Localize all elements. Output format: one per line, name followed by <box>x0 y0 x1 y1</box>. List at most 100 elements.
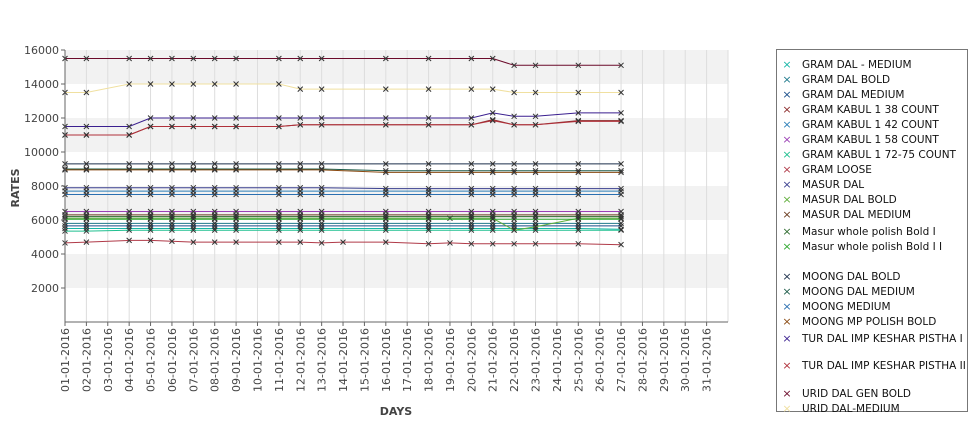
data-point <box>575 216 582 223</box>
data-point <box>575 240 582 247</box>
data-point <box>211 166 218 173</box>
x-tick-label: 15-01-2016 <box>358 328 371 392</box>
y-tick-label: 2000 <box>31 282 59 295</box>
legend-label: GRAM KABUL 1 42 COUNT <box>802 119 939 131</box>
x-tick-label: 29-01-2016 <box>658 328 671 392</box>
x-tick-label: 08-01-2016 <box>209 328 222 392</box>
data-point <box>575 223 582 229</box>
data-point <box>468 227 475 234</box>
x-tick-label: 22-01-2016 <box>508 328 521 392</box>
data-point <box>468 86 475 92</box>
legend-label: GRAM KABUL 1 58 COUNT <box>802 134 939 146</box>
data-point <box>126 161 133 167</box>
legend-marker: × <box>782 208 792 221</box>
data-point <box>83 239 90 245</box>
data-point <box>318 55 325 62</box>
data-point <box>468 220 475 227</box>
data-point <box>211 239 218 245</box>
data-point <box>126 213 133 220</box>
data-point <box>83 223 90 229</box>
data-point <box>425 220 432 227</box>
x-tick-label: 18-01-2016 <box>423 328 436 392</box>
data-point <box>618 62 624 69</box>
data-point <box>169 166 175 173</box>
data-point <box>83 184 90 191</box>
data-point <box>618 169 624 176</box>
data-point <box>532 223 539 229</box>
data-point <box>618 241 624 248</box>
data-point <box>618 118 624 125</box>
data-point <box>276 216 282 223</box>
legend-label: Masur whole polish Bold I I <box>802 241 943 253</box>
data-point <box>211 191 218 198</box>
grid-band <box>65 118 728 152</box>
data-point <box>276 123 282 130</box>
legend-marker: × <box>782 133 792 146</box>
x-tick-label: 23-01-2016 <box>530 328 543 392</box>
y-tick-label: 16000 <box>24 44 59 57</box>
x-tick-label: 20-01-2016 <box>465 328 478 392</box>
legend-marker: × <box>782 315 792 328</box>
data-point <box>318 115 325 121</box>
data-point <box>489 220 496 227</box>
legend-marker: × <box>782 300 792 313</box>
grid-band <box>65 254 728 288</box>
data-point <box>618 185 624 192</box>
x-tick-label: 28-01-2016 <box>636 328 649 392</box>
legend-marker: × <box>782 387 792 400</box>
data-point <box>126 123 133 130</box>
x-axis-label: DAYS <box>380 405 413 418</box>
data-point <box>318 213 325 220</box>
data-point <box>511 216 517 223</box>
x-tick-label: 02-01-2016 <box>80 328 93 392</box>
series-line <box>65 217 622 231</box>
data-point <box>511 161 517 167</box>
data-point <box>318 121 325 128</box>
data-point <box>489 213 496 220</box>
data-point <box>147 123 154 130</box>
data-point <box>382 239 389 245</box>
data-point <box>211 216 218 223</box>
data-point <box>211 115 218 121</box>
data-point <box>532 161 539 167</box>
data-point <box>425 121 432 128</box>
data-point <box>511 240 517 247</box>
data-point <box>318 184 325 191</box>
data-point <box>169 238 175 245</box>
data-point <box>147 237 154 244</box>
data-point <box>297 166 304 172</box>
data-point <box>211 213 218 220</box>
data-point <box>511 227 517 234</box>
data-point <box>468 169 475 176</box>
legend-label: URID DAL-MEDIUM <box>802 403 900 415</box>
data-point <box>233 161 239 167</box>
data-point <box>575 161 582 167</box>
data-point <box>447 240 453 246</box>
data-point <box>126 220 133 227</box>
data-point <box>575 117 582 124</box>
data-point <box>489 86 496 92</box>
data-point <box>382 227 389 234</box>
data-point <box>511 223 517 229</box>
data-point <box>276 55 282 62</box>
legend-marker: × <box>782 332 792 345</box>
x-tick-labels: 01-01-2016 02-01-2016 03-01-2016 04-01-2016… <box>59 322 714 392</box>
data-point <box>169 191 175 198</box>
data-point <box>233 220 239 227</box>
legend-marker: × <box>782 270 792 283</box>
data-point <box>297 216 304 223</box>
legend-label: GRAM DAL MEDIUM <box>802 89 905 101</box>
data-point <box>468 121 475 128</box>
data-point <box>318 166 325 173</box>
data-point <box>83 166 90 172</box>
data-point <box>318 86 325 92</box>
data-point <box>532 89 539 96</box>
y-tick-label: 12000 <box>24 112 59 125</box>
data-point <box>297 184 304 191</box>
data-point <box>532 213 539 220</box>
x-tick-label: 17-01-2016 <box>401 328 414 392</box>
chart-legend: × GRAM DAL - MEDIUM × GRAM DAL BOLD × GRAM DA… <box>776 49 968 415</box>
x-tick-label: 27-01-2016 <box>615 328 628 392</box>
data-point <box>425 191 432 198</box>
data-point <box>211 81 218 87</box>
